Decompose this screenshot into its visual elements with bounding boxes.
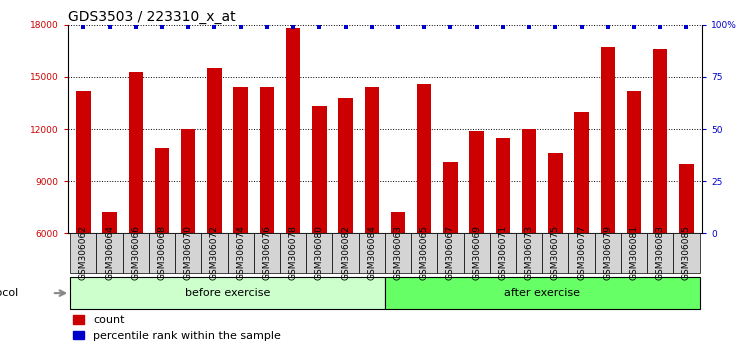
Text: after exercise: after exercise — [504, 288, 581, 298]
Text: GSM306069: GSM306069 — [472, 225, 481, 280]
Text: GSM306068: GSM306068 — [158, 225, 167, 280]
Text: GSM306063: GSM306063 — [394, 225, 403, 280]
Text: GSM306064: GSM306064 — [105, 225, 114, 280]
Bar — [234, 87, 248, 337]
Text: GSM306065: GSM306065 — [420, 225, 429, 280]
Text: before exercise: before exercise — [185, 288, 270, 298]
Bar — [359, 233, 385, 273]
Bar — [490, 233, 516, 273]
Bar — [280, 233, 306, 273]
Bar — [228, 233, 254, 273]
Text: GSM306074: GSM306074 — [236, 225, 245, 280]
Bar — [286, 28, 300, 337]
Bar — [595, 233, 621, 273]
Bar — [443, 162, 457, 337]
Text: GSM306071: GSM306071 — [499, 225, 508, 280]
Bar — [128, 72, 143, 337]
Bar — [76, 91, 91, 337]
Bar — [679, 164, 694, 337]
Bar — [333, 233, 359, 273]
Text: GSM306067: GSM306067 — [446, 225, 455, 280]
Bar — [542, 233, 569, 273]
Bar — [522, 129, 536, 337]
Bar — [175, 233, 201, 273]
Text: GSM306080: GSM306080 — [315, 225, 324, 280]
Bar — [391, 212, 406, 337]
Bar — [627, 91, 641, 337]
Bar — [417, 84, 431, 337]
Bar — [155, 148, 169, 337]
Bar — [254, 233, 280, 273]
Text: GDS3503 / 223310_x_at: GDS3503 / 223310_x_at — [68, 10, 235, 24]
Bar — [364, 87, 379, 337]
Bar — [463, 233, 490, 273]
Bar — [201, 233, 228, 273]
Bar — [575, 112, 589, 337]
Bar — [653, 49, 668, 337]
Bar — [437, 233, 463, 273]
Bar — [569, 233, 595, 273]
Text: GSM306077: GSM306077 — [577, 225, 586, 280]
Bar — [122, 233, 149, 273]
Bar — [70, 233, 96, 273]
Bar — [207, 68, 222, 337]
Text: GSM306084: GSM306084 — [367, 225, 376, 280]
Text: GSM306076: GSM306076 — [262, 225, 271, 280]
Bar — [181, 129, 195, 337]
Bar — [312, 107, 327, 337]
Text: GSM306085: GSM306085 — [682, 225, 691, 280]
Text: GSM306070: GSM306070 — [184, 225, 193, 280]
Text: GSM306075: GSM306075 — [550, 225, 559, 280]
Bar — [385, 233, 411, 273]
Bar — [516, 233, 542, 273]
Bar — [102, 212, 116, 337]
Text: GSM306062: GSM306062 — [79, 225, 88, 280]
Bar — [469, 131, 484, 337]
Bar — [548, 153, 562, 337]
Text: GSM306081: GSM306081 — [629, 225, 638, 280]
Bar — [306, 233, 333, 273]
Bar — [339, 98, 353, 337]
Text: GSM306082: GSM306082 — [341, 225, 350, 280]
Text: GSM306083: GSM306083 — [656, 225, 665, 280]
Bar — [411, 233, 437, 273]
Bar — [621, 233, 647, 273]
Bar — [674, 233, 700, 273]
Bar — [70, 277, 385, 309]
Text: GSM306066: GSM306066 — [131, 225, 140, 280]
Bar — [647, 233, 674, 273]
Bar — [496, 138, 510, 337]
Text: GSM306073: GSM306073 — [525, 225, 534, 280]
Text: protocol: protocol — [0, 288, 18, 298]
Bar — [385, 277, 700, 309]
Text: GSM306078: GSM306078 — [288, 225, 297, 280]
Bar — [96, 233, 122, 273]
Legend: count, percentile rank within the sample: count, percentile rank within the sample — [73, 315, 281, 341]
Bar — [149, 233, 175, 273]
Text: GSM306072: GSM306072 — [210, 225, 219, 280]
Text: GSM306079: GSM306079 — [603, 225, 612, 280]
Bar — [601, 47, 615, 337]
Bar — [260, 87, 274, 337]
